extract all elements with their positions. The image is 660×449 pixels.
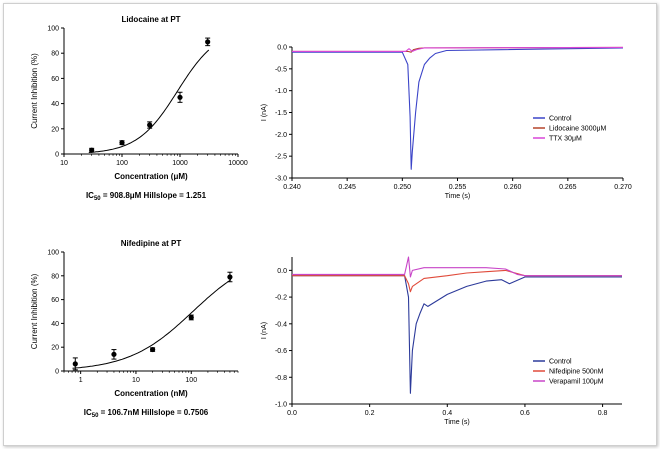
y-tick-label: 0 <box>55 152 59 159</box>
figure-frame <box>3 3 657 446</box>
y-tick-label: 60 <box>51 76 59 83</box>
y-axis-label: I (nA) <box>261 104 268 121</box>
ic50-subscript: 50 <box>94 196 101 202</box>
x-tick-label: 0.6 <box>520 410 530 417</box>
x-tick-label: 1000 <box>172 160 188 167</box>
x-tick-label: 0.245 <box>338 184 356 191</box>
current-trace-chart-nifedipine: 0.0-0.2-0.4-0.6-0.8-1.00.0 0.2 0.4 0.6 0.8Ti… <box>261 256 622 426</box>
y-tick-label: -0.8 <box>275 375 287 382</box>
x-axis-label: Concentration (nM) <box>114 389 188 398</box>
data-point <box>205 39 211 45</box>
y-tick-label: -2.0 <box>275 132 287 139</box>
x-tick-label: 0.240 <box>283 184 301 191</box>
series-line <box>292 47 624 170</box>
x-tick-label: 100 <box>116 160 128 167</box>
y-tick-label: 100 <box>47 250 59 257</box>
legend-label: Control <box>549 116 572 123</box>
x-tick-label: 10000 <box>228 160 248 167</box>
y-tick-label: 40 <box>51 101 59 108</box>
x-tick-label: 0.255 <box>449 184 467 191</box>
ic50-value: = 106.7nM Hillslope = 0.7506 <box>98 408 208 417</box>
data-point <box>147 122 153 128</box>
y-tick-label: 80 <box>51 51 59 58</box>
y-tick-label: 80 <box>51 273 59 280</box>
y-tick-label: -0.6 <box>275 348 287 355</box>
x-tick-label: 100 <box>185 377 197 384</box>
y-tick-label: -2.5 <box>275 154 287 161</box>
data-point <box>119 140 125 146</box>
x-tick-label: 0.8 <box>598 410 608 417</box>
y-tick-label: 40 <box>51 321 59 328</box>
y-tick-label: -0.2 <box>275 295 287 302</box>
legend-label: TTX 30μM <box>549 136 582 143</box>
fit-curve <box>72 279 232 369</box>
x-tick-label: 0.250 <box>394 184 412 191</box>
x-axis-label: Concentration (μM) <box>114 172 188 181</box>
legend-label: Nifedipine 500nM <box>549 369 604 376</box>
y-tick-label: 100 <box>47 26 59 33</box>
ic50-subscript: 50 <box>92 413 99 419</box>
y-tick-label: 0 <box>55 369 59 376</box>
y-axis-label: Current Inhibition (%) <box>30 273 39 349</box>
data-point <box>150 346 156 353</box>
y-axis-label: I (nA) <box>261 322 268 339</box>
y-tick-label: -1.5 <box>275 110 287 117</box>
y-axis-label: Current Inhibition (%) <box>30 53 39 129</box>
legend-label: Control <box>549 359 572 366</box>
y-tick-label: 60 <box>51 297 59 304</box>
current-trace-chart-lidocaine: 0.0 -0.5 -1.0 -1.5 -2.0 -2.5 -3.00.240 0.245 0.2… <box>261 45 632 201</box>
ic50-prefix: IC <box>86 191 94 200</box>
ic50-annotation: IC50 = 106.7nM Hillslope = 0.7506 <box>84 408 209 419</box>
y-tick-label: 0.0 <box>277 268 287 275</box>
y-tick-label: -0.5 <box>275 66 287 73</box>
fit-curve <box>88 49 210 153</box>
x-tick-label: 0.4 <box>442 410 452 417</box>
x-tick-label: 0.0 <box>287 410 297 417</box>
data-point <box>177 94 183 100</box>
x-tick-label: 0.265 <box>559 184 577 191</box>
series-line <box>292 269 622 293</box>
legend-label: Verapamil 100μM <box>549 379 604 386</box>
data-point <box>89 147 95 153</box>
y-tick-label: 20 <box>51 345 59 352</box>
ic50-prefix: IC <box>84 408 92 417</box>
ic50-annotation: IC50 = 908.8μM Hillslope = 1.251 <box>86 191 207 202</box>
y-tick-label: 20 <box>51 126 59 133</box>
data-point <box>188 314 194 321</box>
y-tick-label: -3.0 <box>275 176 287 183</box>
data-point <box>72 361 78 367</box>
x-tick-label: 0.2 <box>365 410 375 417</box>
y-tick-label: -0.4 <box>275 321 287 328</box>
y-tick-label: -1.0 <box>275 402 287 409</box>
ic50-value: = 908.8μM Hillslope = 1.251 <box>101 191 207 200</box>
x-tick-label: 0.270 <box>614 184 632 191</box>
data-point <box>227 274 233 280</box>
legend-label: Lidocaine 3000μM <box>549 126 607 133</box>
x-tick-label: 10 <box>132 377 140 384</box>
y-tick-label: 0.0 <box>277 45 287 52</box>
series-line <box>292 256 622 278</box>
data-point <box>111 351 117 357</box>
chart-title: Lidocaine at PT <box>121 15 180 24</box>
dose-response-chart-nifedipine: 0 20 40 60 80 100 1 10 100 Concentration (nM) Curr… <box>30 239 239 419</box>
dose-response-chart-lidocaine: 0 20 40 60 80 100 10 100 1000 10000 Concentration … <box>30 15 248 202</box>
x-tick-label: 0.260 <box>504 184 522 191</box>
y-tick-label: -1.0 <box>275 88 287 95</box>
chart-title: Nifedipine at PT <box>121 239 182 248</box>
series-line <box>292 275 622 394</box>
x-tick-label: 10 <box>60 160 68 167</box>
x-axis-label: Time (s) <box>445 193 470 200</box>
x-tick-label: 1 <box>79 377 83 384</box>
series-line <box>292 46 624 52</box>
x-axis-label: Time (s) <box>444 419 469 426</box>
